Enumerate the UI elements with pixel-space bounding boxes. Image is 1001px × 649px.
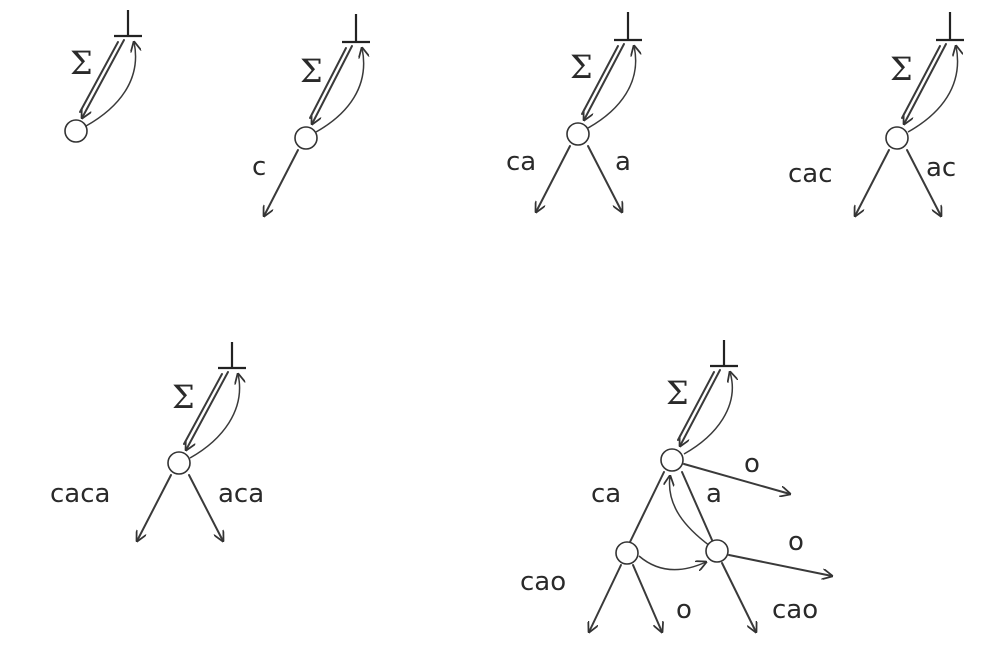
panel-2: Σ c bbox=[252, 14, 370, 216]
bottom-symbol bbox=[114, 10, 142, 38]
suffix-link bbox=[587, 46, 636, 129]
tree-edge-o bbox=[683, 463, 790, 494]
tree-node bbox=[885, 126, 909, 150]
panel-1: Σ bbox=[64, 10, 142, 143]
edge-label: a bbox=[706, 479, 722, 509]
tree-node bbox=[566, 122, 590, 146]
tree-node-a bbox=[705, 539, 729, 563]
suffix-link bbox=[315, 48, 364, 133]
tree-edge-o bbox=[632, 564, 662, 632]
edge-label: a bbox=[615, 147, 631, 177]
edge-label: o bbox=[744, 449, 760, 479]
panel-5: Σ caca aca bbox=[50, 342, 264, 541]
edge-label: c bbox=[252, 152, 266, 182]
panel-3: Σ ca a bbox=[506, 12, 642, 212]
tree-edge bbox=[137, 474, 172, 541]
edge-label: o bbox=[676, 595, 692, 625]
bottom-symbol bbox=[710, 340, 738, 368]
bottom-symbol bbox=[218, 342, 246, 370]
sigma-label: Σ bbox=[70, 44, 93, 82]
tree-edge bbox=[264, 149, 299, 216]
bottom-symbol bbox=[936, 12, 964, 42]
tree-edge-cao bbox=[721, 562, 756, 632]
panel-4: Σ cac ac bbox=[788, 12, 964, 216]
suffix-link bbox=[907, 46, 958, 133]
tree-node-ca bbox=[615, 541, 639, 565]
tree-edge bbox=[587, 145, 622, 212]
tree-edge bbox=[855, 149, 890, 216]
tree-edge bbox=[188, 474, 223, 541]
root-node bbox=[660, 448, 684, 472]
tree-edge bbox=[536, 145, 571, 212]
sigma-edge bbox=[312, 45, 353, 124]
sigma-edge-shadow bbox=[581, 45, 619, 115]
tree-edge-a bbox=[681, 471, 713, 541]
edge-label: caca bbox=[50, 479, 110, 509]
edge-label: ac bbox=[926, 153, 956, 183]
tree-node bbox=[167, 451, 191, 475]
sigma-edge bbox=[680, 369, 721, 446]
sigma-label: Σ bbox=[890, 50, 913, 88]
suffix-link bbox=[189, 374, 240, 459]
sigma-edge bbox=[186, 371, 229, 450]
bottom-symbol bbox=[342, 14, 370, 44]
tree-edge bbox=[906, 149, 941, 216]
tree-edge-o bbox=[728, 554, 832, 576]
sigma-label: Σ bbox=[172, 378, 195, 416]
bottom-symbol bbox=[614, 12, 642, 42]
panel-6: Σ ca a o o cao o cao bbox=[520, 340, 832, 632]
tree-edge-ca bbox=[629, 471, 665, 543]
edge-label: ca bbox=[591, 479, 621, 509]
tree-edge-cao bbox=[589, 564, 622, 632]
tree-node bbox=[64, 119, 88, 143]
sigma-edge-shadow bbox=[677, 371, 715, 441]
suffix-link bbox=[85, 42, 136, 127]
suffix-link bbox=[683, 372, 732, 455]
sigma-edge-shadow bbox=[79, 41, 119, 113]
sigma-edge bbox=[82, 39, 125, 118]
sigma-edge bbox=[584, 43, 625, 120]
edge-label: aca bbox=[218, 479, 264, 509]
sigma-edge bbox=[904, 43, 947, 124]
edge-label: o bbox=[788, 527, 804, 557]
sigma-edge-shadow bbox=[309, 47, 347, 119]
sigma-label: Σ bbox=[570, 48, 593, 86]
edge-label: cac bbox=[788, 159, 833, 189]
suffix-link bbox=[638, 555, 706, 570]
sigma-label: Σ bbox=[666, 374, 689, 412]
suffix-link bbox=[669, 476, 711, 547]
tree-node bbox=[294, 126, 318, 150]
sigma-edge-shadow bbox=[901, 45, 941, 119]
sigma-label: Σ bbox=[300, 52, 323, 90]
edge-label: cao bbox=[772, 595, 818, 625]
sigma-edge-shadow bbox=[183, 373, 223, 445]
edge-label: cao bbox=[520, 567, 566, 597]
edge-label: ca bbox=[506, 147, 536, 177]
